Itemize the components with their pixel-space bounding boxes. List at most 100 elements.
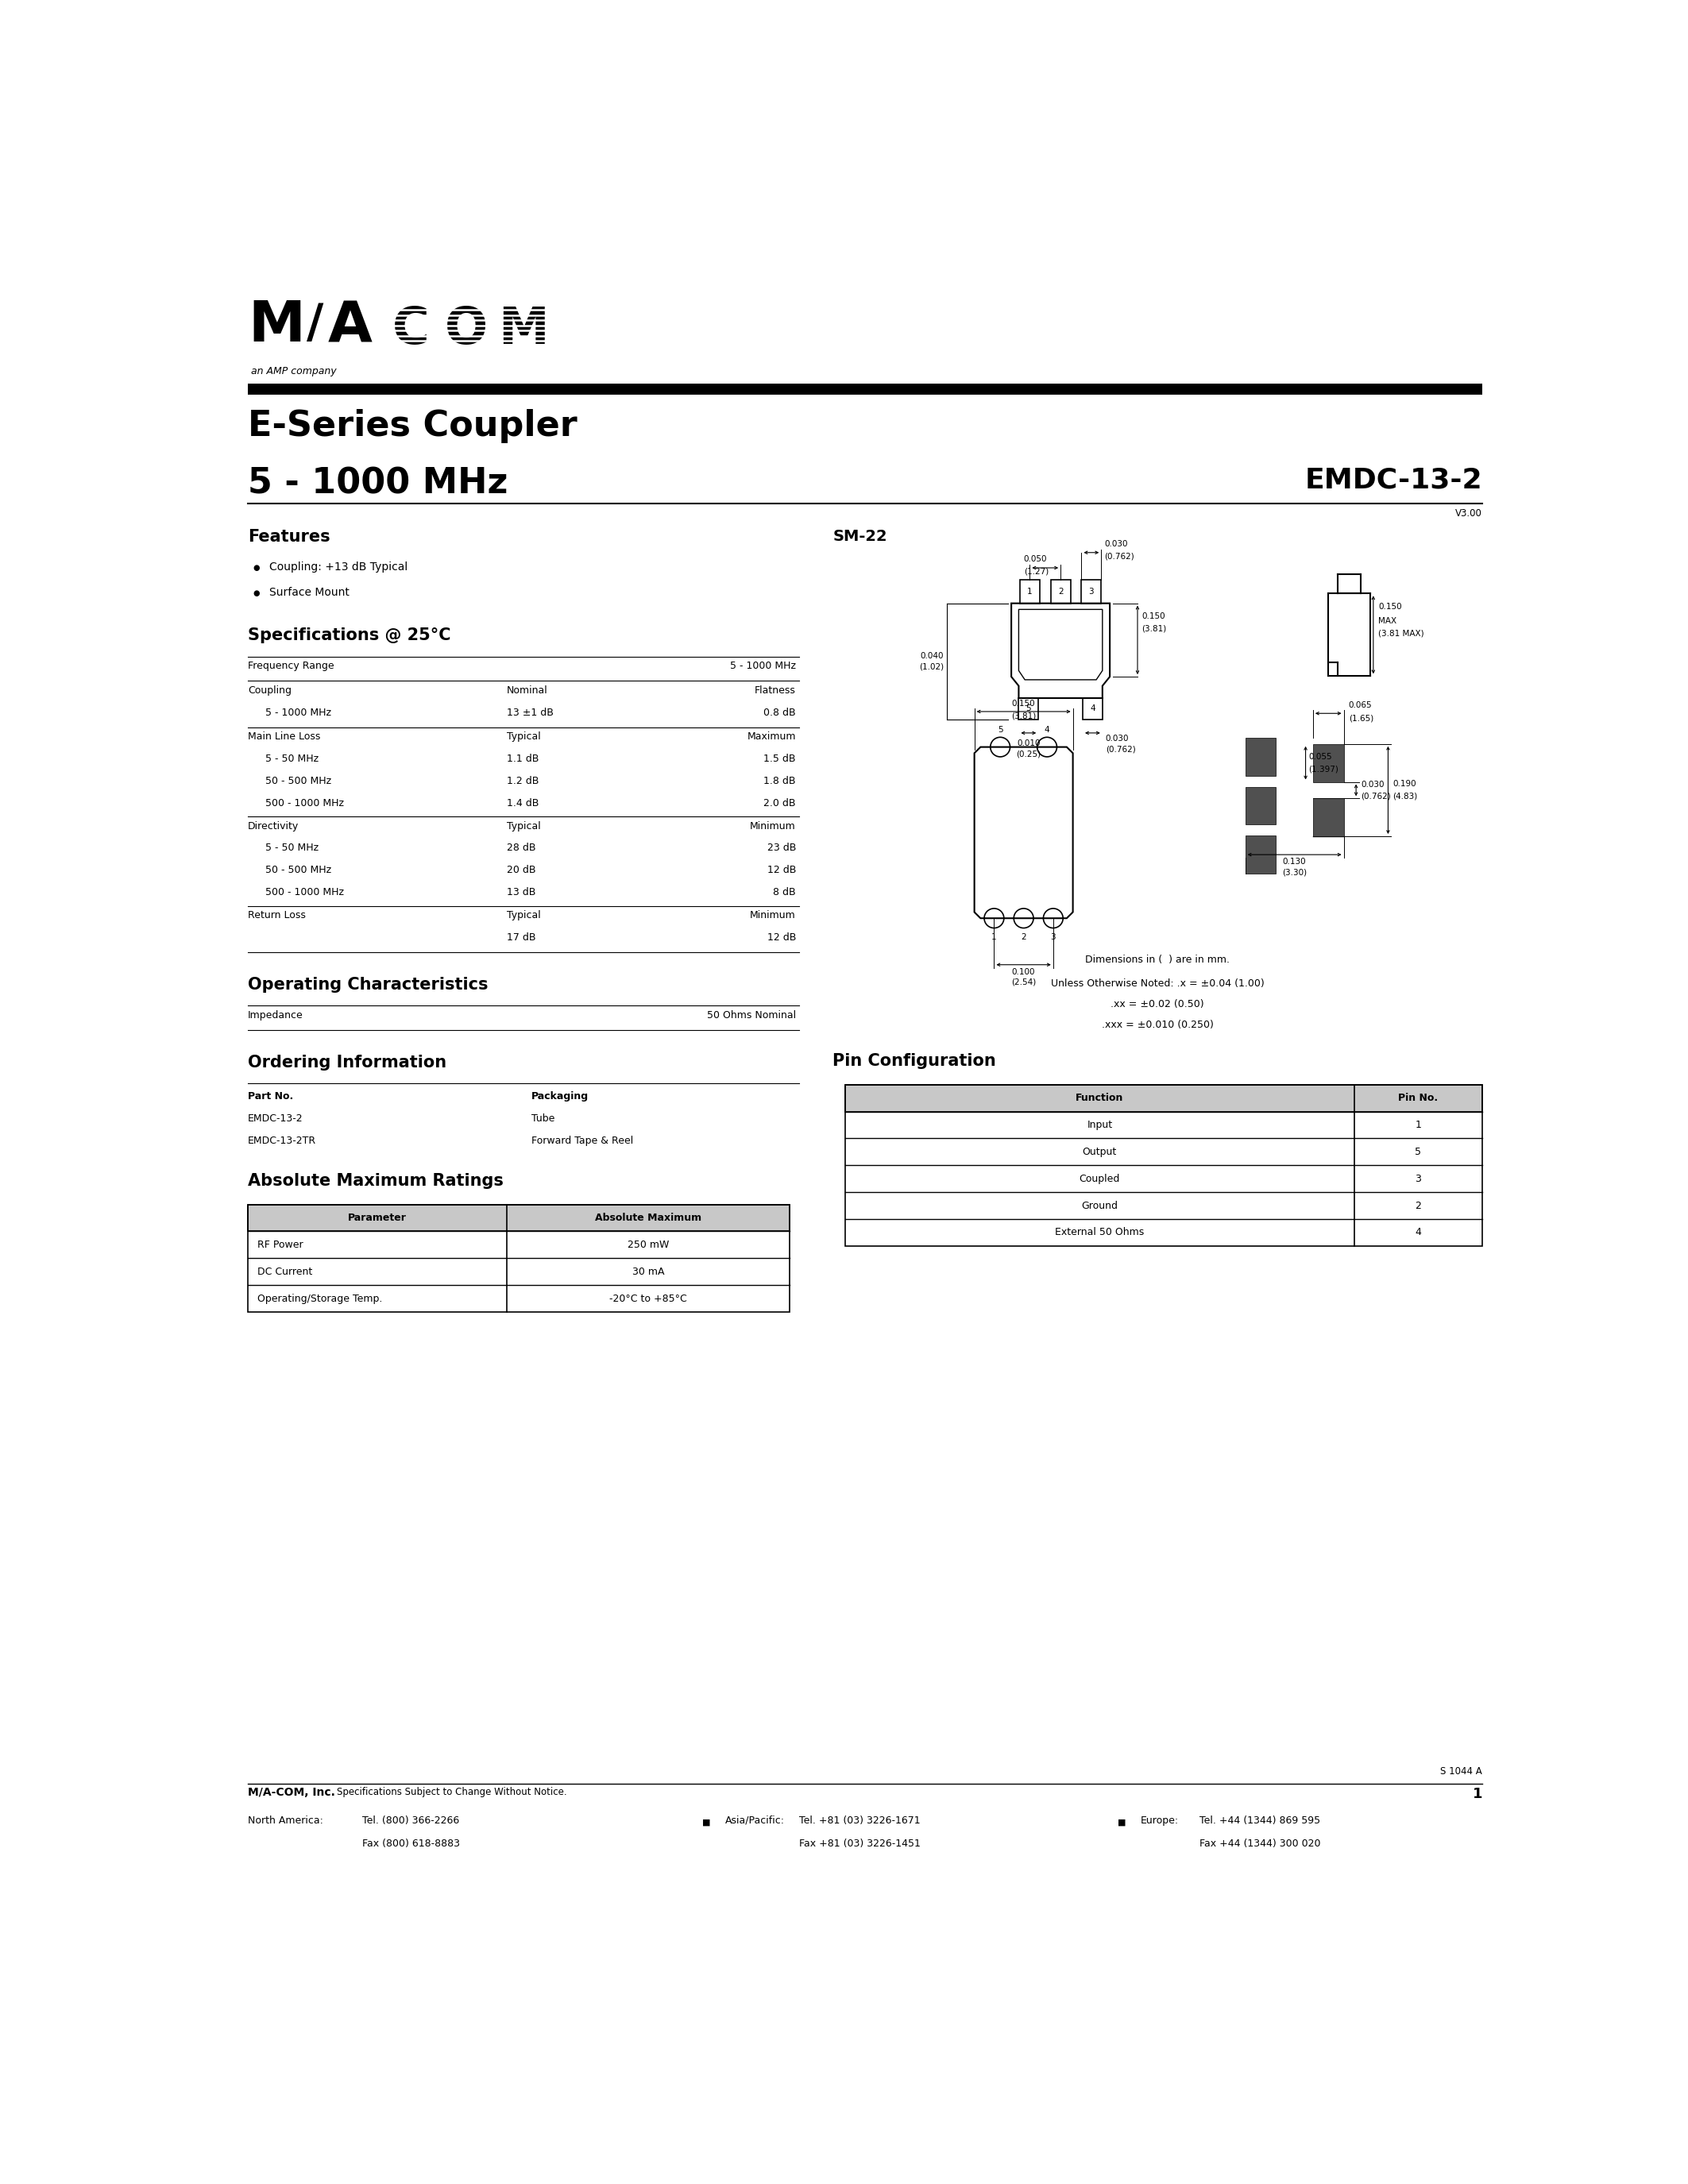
Text: (3.30): (3.30) [1283,867,1307,876]
Text: Flatness: Flatness [755,686,795,695]
Text: 250 mW: 250 mW [628,1241,668,1249]
Text: Maximum: Maximum [748,732,795,743]
Text: 8 dB: 8 dB [773,887,795,898]
Text: Specifications @ 25°C: Specifications @ 25°C [248,627,451,644]
Text: 5 - 1000 MHz: 5 - 1000 MHz [265,708,331,719]
Polygon shape [846,1085,1482,1112]
Text: Typical: Typical [506,732,540,743]
Text: 2: 2 [1021,933,1026,941]
Text: 2: 2 [1058,587,1063,596]
Polygon shape [1246,786,1276,826]
Text: Coupling: +13 dB Typical: Coupling: +13 dB Typical [270,561,408,572]
Text: Output: Output [1082,1147,1117,1158]
Text: 5: 5 [1026,705,1031,712]
Text: Europe:: Europe: [1141,1815,1178,1826]
Text: Packaging: Packaging [532,1092,589,1101]
Text: 13 dB: 13 dB [506,887,535,898]
Text: Frequency Range: Frequency Range [248,662,334,670]
Text: ■: ■ [702,1819,711,1826]
Text: 0.190: 0.190 [1393,780,1416,788]
Text: C: C [393,306,430,354]
Text: Pin Configuration: Pin Configuration [832,1053,996,1068]
Text: Ground: Ground [1082,1201,1117,1210]
Text: 28 dB: 28 dB [506,843,535,854]
Text: 12 dB: 12 dB [766,933,795,943]
Text: 0.040: 0.040 [920,653,944,660]
Text: 0.8 dB: 0.8 dB [763,708,795,719]
Text: 1.8 dB: 1.8 dB [763,775,795,786]
Polygon shape [1313,799,1344,836]
Text: 50 - 500 MHz: 50 - 500 MHz [265,865,331,876]
Text: Pin No.: Pin No. [1398,1092,1438,1103]
Text: Coupling: Coupling [248,686,292,695]
Text: 0.055: 0.055 [1308,753,1332,760]
Text: Input: Input [1087,1120,1112,1129]
Text: 0.030: 0.030 [1106,734,1129,743]
Text: External 50 Ohms: External 50 Ohms [1055,1227,1144,1238]
Text: 500 - 1000 MHz: 500 - 1000 MHz [265,797,344,808]
Text: Impedance: Impedance [248,1009,304,1020]
Text: Absolute Maximum Ratings: Absolute Maximum Ratings [248,1173,503,1188]
Text: A: A [327,299,373,354]
Text: 0.050: 0.050 [1023,555,1047,563]
Text: Nominal: Nominal [506,686,547,695]
Text: M: M [248,299,306,354]
Text: Dimensions in (  ) are in mm.: Dimensions in ( ) are in mm. [1085,954,1231,965]
Text: Asia/Pacific:: Asia/Pacific: [726,1815,785,1826]
Text: (1.27): (1.27) [1023,568,1048,574]
Text: (0.762): (0.762) [1104,553,1134,561]
Text: 1: 1 [1026,587,1033,596]
Text: Minimum: Minimum [749,911,795,922]
Text: 5: 5 [998,727,1003,734]
Text: 3: 3 [1415,1173,1421,1184]
Text: (0.762): (0.762) [1361,793,1391,799]
Text: Fax +81 (03) 3226-1451: Fax +81 (03) 3226-1451 [798,1839,920,1850]
Text: 4: 4 [1415,1227,1421,1238]
Text: (3.81 MAX): (3.81 MAX) [1377,629,1425,638]
Text: North America:: North America: [248,1815,324,1826]
Polygon shape [1246,738,1276,775]
Text: (3.81): (3.81) [1011,712,1036,721]
Text: 1.5 dB: 1.5 dB [763,753,795,764]
Text: 3: 3 [1050,933,1055,941]
Text: Tube: Tube [532,1114,554,1123]
Text: Tel. +44 (1344) 869 595: Tel. +44 (1344) 869 595 [1198,1815,1320,1826]
Text: (4.83): (4.83) [1393,793,1418,802]
Text: 1.1 dB: 1.1 dB [506,753,538,764]
Text: Parameter: Parameter [348,1212,407,1223]
Text: 1.2 dB: 1.2 dB [506,775,538,786]
Text: .xx = ±0.02 (0.50): .xx = ±0.02 (0.50) [1111,998,1204,1009]
Text: ■: ■ [1117,1819,1126,1826]
Text: 1: 1 [991,933,996,941]
Text: Features: Features [248,529,331,546]
Text: 2: 2 [1415,1201,1421,1210]
Text: EMDC-13-2: EMDC-13-2 [1305,467,1482,494]
Text: E-Series Coupler: E-Series Coupler [248,408,577,443]
Text: (1.02): (1.02) [918,662,944,670]
Text: V3.00: V3.00 [1455,509,1482,520]
Text: Unless Otherwise Noted: .x = ±0.04 (1.00): Unless Otherwise Noted: .x = ±0.04 (1.00… [1050,978,1264,989]
Text: 0.030: 0.030 [1361,780,1384,788]
Text: SM-22: SM-22 [832,529,888,544]
Text: 3: 3 [1089,587,1094,596]
Polygon shape [248,1203,790,1232]
Text: Return Loss: Return Loss [248,911,306,922]
Text: Absolute Maximum: Absolute Maximum [594,1212,702,1223]
Text: Function: Function [1075,1092,1124,1103]
Text: EMDC-13-2TR: EMDC-13-2TR [248,1136,316,1147]
Text: 0.100: 0.100 [1011,968,1035,976]
Text: (0.762): (0.762) [1106,745,1136,753]
Text: 4: 4 [1045,727,1050,734]
Text: Ordering Information: Ordering Information [248,1055,447,1070]
Text: (0.25): (0.25) [1016,749,1041,758]
Text: 20 dB: 20 dB [506,865,535,876]
Text: Minimum: Minimum [749,821,795,832]
Text: Part No.: Part No. [248,1092,294,1101]
Polygon shape [1246,836,1276,874]
Text: Fax +44 (1344) 300 020: Fax +44 (1344) 300 020 [1198,1839,1320,1850]
Text: 1.4 dB: 1.4 dB [506,797,538,808]
Text: (3.81): (3.81) [1141,625,1166,633]
Text: M/A-COM, Inc.: M/A-COM, Inc. [248,1787,336,1797]
Text: 12 dB: 12 dB [766,865,795,876]
Text: (1.65): (1.65) [1349,714,1374,723]
